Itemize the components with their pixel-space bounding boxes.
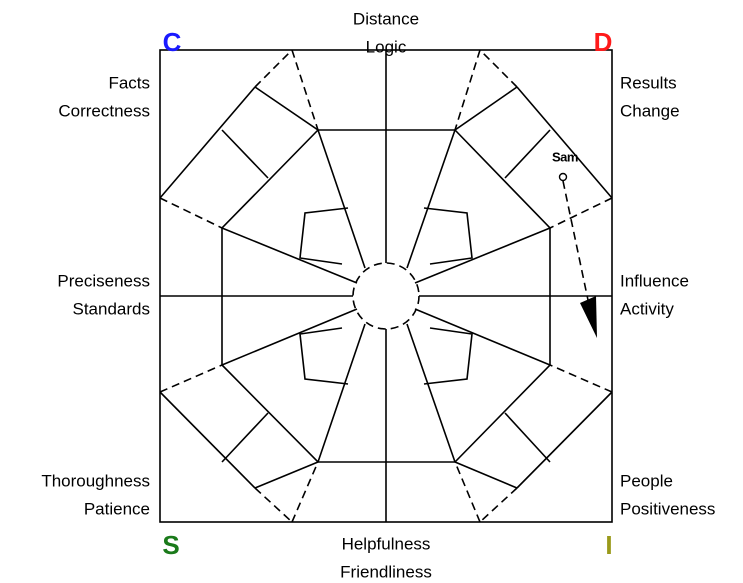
label: Thoroughness — [41, 471, 150, 490]
corner-d: D — [594, 27, 613, 57]
label: Activity — [620, 299, 674, 318]
label: Change — [620, 101, 680, 120]
label: Correctness — [58, 101, 150, 120]
marker-path — [562, 180, 589, 301]
corner-i: I — [605, 530, 612, 560]
label: Preciseness — [57, 271, 150, 290]
corner-s: S — [162, 530, 179, 560]
label: Facts — [108, 73, 150, 92]
marker: Sam — [552, 149, 597, 338]
label: Influence — [620, 271, 689, 290]
corner-c: C — [163, 27, 182, 57]
label: Results — [620, 73, 677, 92]
label: Distance — [353, 9, 419, 28]
center-circle — [352, 262, 420, 330]
marker-point — [558, 172, 568, 182]
label: Positiveness — [620, 499, 715, 518]
label: Helpfulness — [342, 534, 431, 553]
label: Patience — [84, 499, 150, 518]
marker-label: Sam — [552, 149, 578, 164]
grid — [159, 49, 613, 523]
marker-arrow — [580, 296, 597, 338]
label: People — [620, 471, 673, 490]
label: Friendliness — [340, 562, 432, 581]
label: Logic — [366, 37, 407, 56]
label: Standards — [73, 299, 151, 318]
